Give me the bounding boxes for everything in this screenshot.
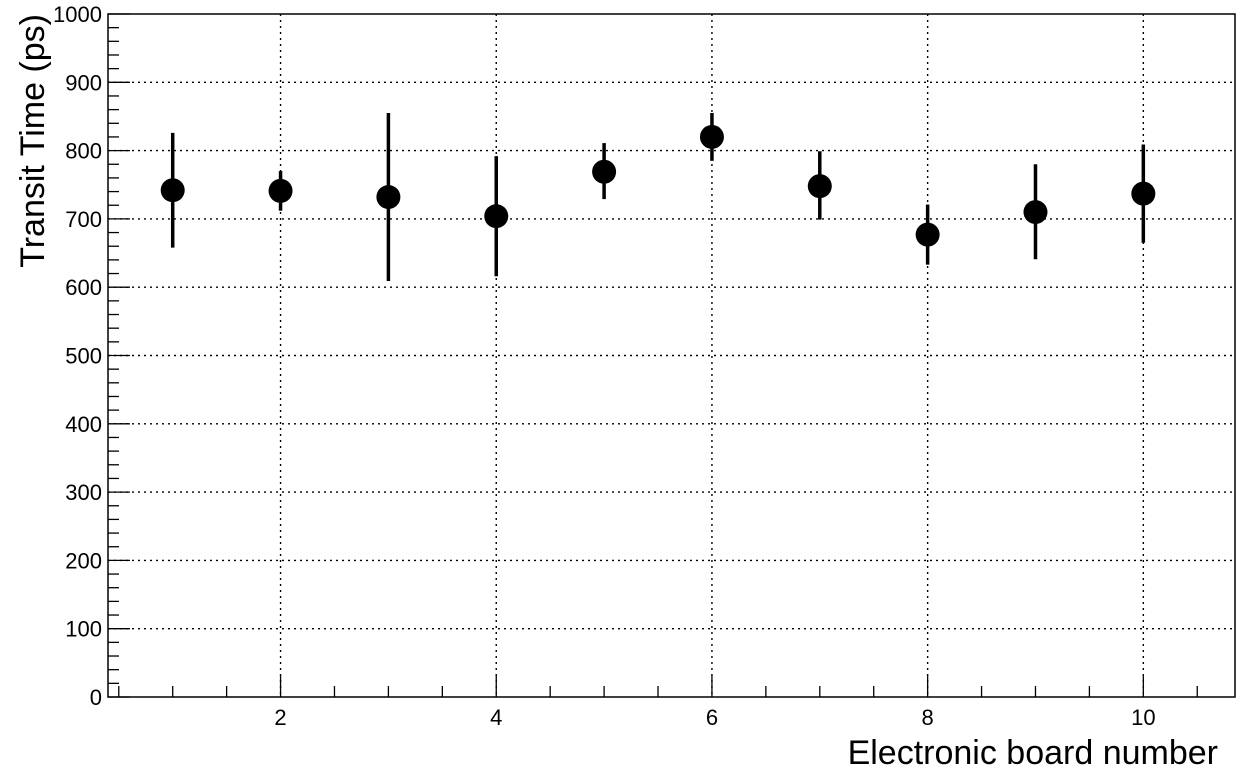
x-axis-title: Electronic board number bbox=[848, 734, 1218, 772]
y-tick-label: 600 bbox=[65, 275, 102, 300]
y-tick-label: 900 bbox=[65, 70, 102, 95]
data-point bbox=[1131, 181, 1156, 206]
data-points bbox=[160, 124, 1156, 247]
y-tick-label: 800 bbox=[65, 139, 102, 164]
y-tick-label: 1000 bbox=[53, 2, 102, 27]
data-point bbox=[915, 222, 940, 247]
x-tick-label: 8 bbox=[922, 705, 934, 730]
data-point bbox=[699, 124, 724, 149]
error-bars bbox=[170, 113, 1146, 282]
y-tick-label: 100 bbox=[65, 617, 102, 642]
data-point bbox=[268, 178, 293, 203]
x-tick-label: 4 bbox=[490, 705, 502, 730]
x-tick-label: 10 bbox=[1131, 705, 1155, 730]
y-tick-label: 400 bbox=[65, 412, 102, 437]
y-tick-label: 500 bbox=[65, 344, 102, 369]
data-point bbox=[484, 204, 509, 229]
data-point bbox=[376, 185, 401, 210]
y-tick-label: 700 bbox=[65, 207, 102, 232]
y-tick-label: 0 bbox=[90, 685, 102, 710]
grid-lines bbox=[108, 14, 1235, 697]
data-point bbox=[1023, 200, 1048, 225]
y-axis-title: Transit Time (ps) bbox=[14, 14, 52, 268]
y-tick-label: 300 bbox=[65, 480, 102, 505]
data-point bbox=[807, 174, 832, 199]
data-point bbox=[160, 178, 185, 203]
data-point bbox=[592, 159, 617, 184]
axes bbox=[107, 13, 1236, 698]
x-tick-label: 6 bbox=[706, 705, 718, 730]
y-tick-label: 200 bbox=[65, 548, 102, 573]
x-tick-label: 2 bbox=[274, 705, 286, 730]
tick-labels: 0 100 200 300 400 500 600 700 800 900 1000 2 4 6 8 10 bbox=[53, 2, 1156, 730]
